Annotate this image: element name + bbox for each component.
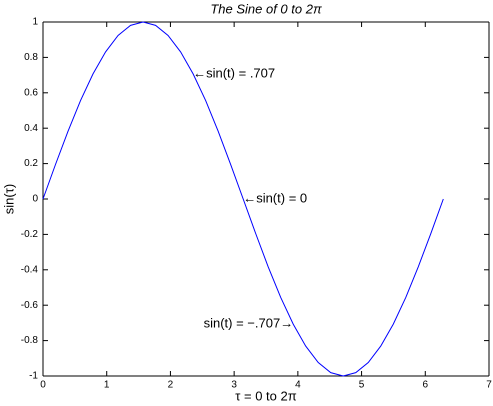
y-tick-label: -0.2	[21, 229, 39, 240]
x-tick-label: 2	[168, 380, 174, 391]
sine-line	[42, 21, 444, 377]
y-tick-label: -0.6	[21, 300, 39, 311]
x-tick-label: 4	[295, 380, 301, 391]
y-tick-label: 1	[32, 17, 38, 28]
x-tick-label: 0	[40, 380, 46, 391]
y-tick-label: -1	[29, 371, 38, 382]
y-axis-label: sin(τ)	[1, 184, 16, 214]
annotation: ←sin(t) = 0	[243, 190, 307, 205]
annotation: ←sin(t) = .707	[193, 65, 275, 80]
y-tick-label: 0.8	[24, 52, 38, 63]
x-axis-label: τ = 0 to 2π	[235, 388, 296, 403]
x-tick-label: 3	[231, 380, 237, 391]
annotation: sin(t) = −.707→	[204, 316, 294, 331]
y-tick-label: -0.4	[21, 264, 39, 275]
x-tick-label: 1	[104, 380, 110, 391]
y-tick-label: -0.8	[21, 335, 39, 346]
x-tick-label: 6	[423, 380, 429, 391]
y-tick-label: 0.4	[24, 123, 38, 134]
y-tick-label: 0	[32, 194, 38, 205]
x-tick-label: 7	[486, 380, 492, 391]
y-tick-label: 0.2	[24, 158, 38, 169]
chart-title: The Sine of 0 to 2π	[210, 1, 322, 16]
x-tick-label: 5	[359, 380, 365, 391]
y-tick-label: 0.6	[24, 87, 38, 98]
